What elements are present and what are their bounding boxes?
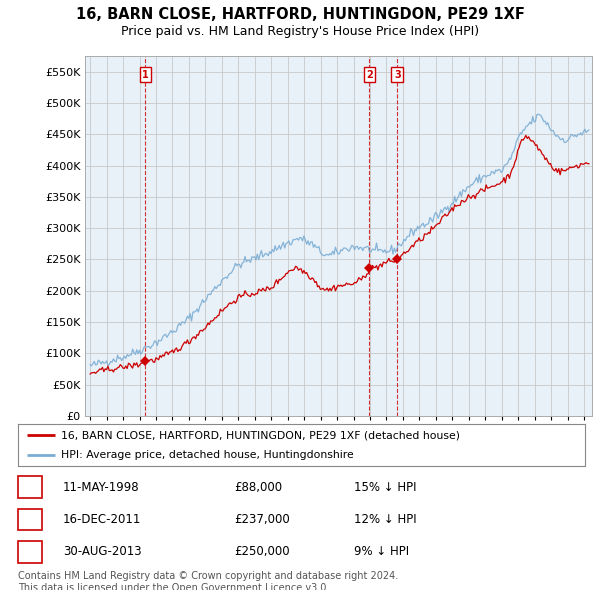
Text: 16, BARN CLOSE, HARTFORD, HUNTINGDON, PE29 1XF: 16, BARN CLOSE, HARTFORD, HUNTINGDON, PE… <box>76 7 524 22</box>
Text: HPI: Average price, detached house, Huntingdonshire: HPI: Average price, detached house, Hunt… <box>61 451 353 460</box>
Text: 12% ↓ HPI: 12% ↓ HPI <box>354 513 416 526</box>
Text: 11-MAY-1998: 11-MAY-1998 <box>63 480 140 494</box>
Text: 30-AUG-2013: 30-AUG-2013 <box>63 545 142 559</box>
Text: £237,000: £237,000 <box>234 513 290 526</box>
Text: 15% ↓ HPI: 15% ↓ HPI <box>354 480 416 494</box>
Text: 16-DEC-2011: 16-DEC-2011 <box>63 513 142 526</box>
Text: Price paid vs. HM Land Registry's House Price Index (HPI): Price paid vs. HM Land Registry's House … <box>121 25 479 38</box>
Text: 2: 2 <box>26 513 34 526</box>
Text: Contains HM Land Registry data © Crown copyright and database right 2024.
This d: Contains HM Land Registry data © Crown c… <box>18 571 398 590</box>
Text: 3: 3 <box>26 545 34 559</box>
Text: £88,000: £88,000 <box>234 480 282 494</box>
Text: 9% ↓ HPI: 9% ↓ HPI <box>354 545 409 559</box>
Text: 2: 2 <box>366 70 373 80</box>
Text: 16, BARN CLOSE, HARTFORD, HUNTINGDON, PE29 1XF (detached house): 16, BARN CLOSE, HARTFORD, HUNTINGDON, PE… <box>61 430 460 440</box>
Text: 1: 1 <box>142 70 149 80</box>
Text: 1: 1 <box>26 480 34 494</box>
Text: 3: 3 <box>394 70 401 80</box>
Text: £250,000: £250,000 <box>234 545 290 559</box>
